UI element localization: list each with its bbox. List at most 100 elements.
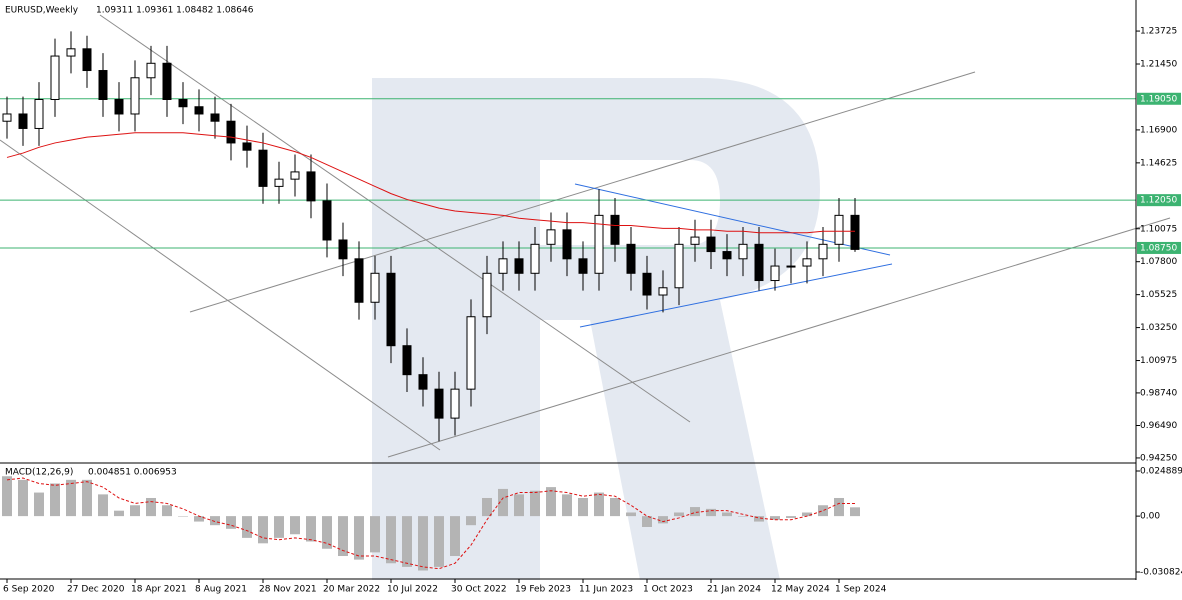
histogram-bar — [322, 516, 332, 549]
y-tick-label: 0.024889 — [1140, 466, 1182, 476]
watermark-logo — [372, 78, 820, 580]
trendline — [189, 71, 976, 313]
histogram-bar — [642, 516, 652, 528]
histogram-bar — [498, 488, 508, 517]
plot-layer: 0.94250 0.96490 0.98740 1.00975 1.03250 1.055… — [0, 27, 1182, 595]
histogram-bar — [786, 516, 796, 518]
histogram-bar — [98, 494, 108, 517]
candle-body — [530, 243, 540, 274]
histogram-bar — [2, 476, 12, 517]
candle-body — [498, 258, 508, 274]
trendline — [387, 217, 1171, 458]
histogram-bar — [130, 505, 140, 517]
x-tick-label: 18 Apr 2021 — [131, 585, 187, 595]
histogram-bar — [386, 516, 396, 564]
candle-body — [226, 120, 236, 144]
histogram-bar — [402, 516, 412, 567]
candle-body — [578, 258, 588, 274]
y-tick-label: 1.21450 — [1140, 60, 1177, 70]
candle-body — [242, 142, 252, 151]
histogram-bar — [850, 507, 860, 517]
histogram-bar — [514, 494, 524, 517]
histogram-bar — [434, 516, 444, 567]
candle-body — [98, 70, 108, 100]
candle-body — [562, 229, 572, 260]
macd-quote: 0.004851 0.006953 — [88, 468, 177, 478]
y-tick-label: 0.94250 — [1140, 453, 1177, 463]
x-tick-label: 1 Sep 2024 — [835, 585, 887, 595]
candle-body — [850, 214, 860, 250]
y-tick-label: 1.00975 — [1140, 356, 1177, 366]
histogram-bar — [210, 516, 220, 526]
candle-body — [130, 77, 140, 115]
candle-body — [322, 200, 332, 241]
candle-body — [482, 272, 492, 318]
candle-body — [466, 316, 476, 390]
symbol-title: EURUSD,Weekly — [5, 6, 79, 16]
trendlines — [0, 14, 1171, 458]
histogram-bar — [690, 507, 700, 517]
histogram-bar — [530, 490, 540, 517]
candle-body — [802, 258, 812, 267]
y-tick-label: 0.00 — [1140, 512, 1160, 522]
x-tick-label: 10 Jul 2022 — [387, 585, 438, 595]
candle-body — [18, 113, 28, 129]
histogram-bar — [658, 516, 668, 524]
signal-line — [6, 477, 856, 570]
histogram-bar — [802, 512, 812, 517]
histogram-bar — [354, 516, 364, 560]
histogram-bar — [338, 516, 348, 557]
histogram-bar — [178, 516, 188, 517]
triangle-line — [579, 263, 893, 328]
candle-body — [34, 98, 44, 129]
histogram-bar — [34, 492, 44, 517]
y-tick-label: 1.03250 — [1140, 323, 1177, 333]
candle-body — [258, 149, 268, 187]
histogram-bar — [482, 497, 492, 517]
trendline — [0, 139, 441, 451]
x-tick-label: 6 Sep 2020 — [3, 585, 55, 595]
histogram-bar — [626, 512, 636, 517]
candle-body — [754, 243, 764, 282]
histogram-bar — [370, 516, 380, 553]
candle-body — [178, 98, 188, 108]
histogram-bar — [450, 516, 460, 557]
histogram-bar — [674, 512, 684, 517]
candle-body — [546, 229, 556, 245]
histogram-bar — [834, 497, 844, 517]
y-tick-label: 1.07800 — [1140, 257, 1177, 267]
histogram-bar — [610, 497, 620, 517]
x-tick-label: 11 Jun 2023 — [579, 585, 633, 595]
candle-body — [594, 214, 604, 274]
histogram-bar — [770, 516, 780, 520]
x-tick-label: 21 Jan 2024 — [707, 585, 761, 595]
y-tick-label: 0.98740 — [1140, 388, 1177, 398]
histogram-bar — [274, 516, 284, 538]
y-tick-label: 1.10075 — [1140, 224, 1177, 234]
histogram-bar — [818, 505, 828, 517]
y-tick-label: 1.14625 — [1140, 158, 1177, 168]
candle-body — [658, 287, 668, 296]
histogram-bar — [194, 516, 204, 522]
candle-body — [818, 243, 828, 260]
histogram-bar — [18, 479, 28, 517]
histogram-bar — [66, 479, 76, 517]
moving-average — [6, 132, 855, 234]
quote: 1.09311 1.09361 1.08482 1.08646 — [96, 6, 254, 16]
x-tick-label: 19 Feb 2023 — [515, 585, 571, 595]
histogram-bar — [146, 497, 156, 517]
x-tick-label: 1 Oct 2023 — [643, 585, 693, 595]
histogram-bar — [418, 516, 428, 571]
y-tick-label: 1.05525 — [1140, 290, 1177, 300]
candle-body — [738, 243, 748, 260]
histogram-bar — [562, 494, 572, 517]
histogram-bar — [50, 483, 60, 517]
candle-body — [674, 243, 684, 289]
histogram-bar — [82, 479, 92, 517]
candle-body — [306, 171, 316, 202]
trendline — [99, 14, 691, 423]
candle-body — [194, 106, 204, 115]
histogram-bar — [242, 516, 252, 538]
level-label: 1.08750 — [1140, 243, 1177, 253]
candle-body — [514, 258, 524, 274]
